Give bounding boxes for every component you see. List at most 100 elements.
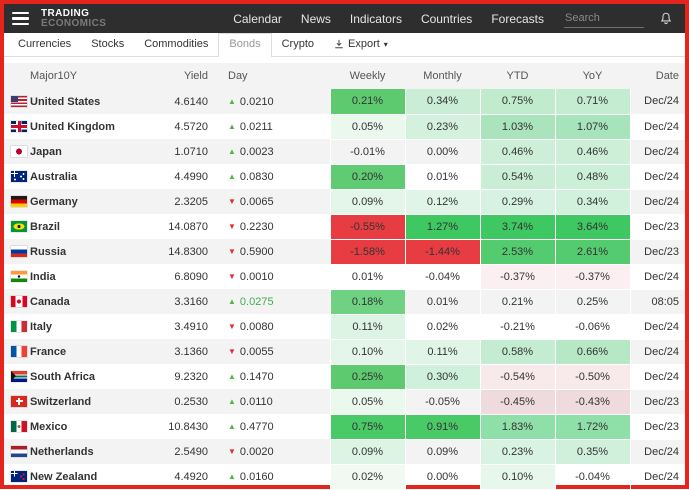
ytd-cell: 0.23% [479, 439, 555, 465]
country-link[interactable]: Netherlands [30, 439, 140, 464]
tab-stocks[interactable]: Stocks [91, 38, 125, 50]
weekly-cell: 0.05% [329, 114, 405, 140]
date-cell: Dec/24 [629, 439, 685, 465]
yoy-cell: -0.50% [554, 364, 630, 390]
yoy-cell: 0.66% [554, 339, 630, 365]
yoy-cell: 1.07% [554, 114, 630, 140]
markets-tabbar: Currencies Stocks Commodities Bonds Cryp… [4, 33, 685, 57]
yoy-cell: 0.71% [554, 89, 630, 115]
date-cell: Dec/23 [629, 414, 685, 440]
up-triangle-icon: ▲ [228, 422, 236, 431]
tab-commodities[interactable]: Commodities [144, 38, 209, 50]
yoy-cell: 2.61% [554, 239, 630, 265]
ytd-cell: 0.10% [479, 464, 555, 490]
yoy-cell: 0.46% [554, 139, 630, 165]
day-value: 0.5900 [239, 245, 274, 258]
tab-currencies[interactable]: Currencies [18, 38, 72, 50]
column-header-flag [4, 63, 30, 89]
day-value: 0.0275 [239, 295, 274, 308]
notifications-bell-icon[interactable] [659, 11, 673, 26]
column-header-monthly[interactable]: Monthly [405, 63, 480, 89]
ytd-cell: 0.75% [479, 89, 555, 115]
day-change: ▲ 0.0023 [226, 139, 330, 164]
country-link[interactable]: United Kingdom [30, 120, 115, 133]
flag-it-icon [11, 321, 27, 333]
day-change: ▼ 0.0065 [226, 189, 330, 214]
column-header-ytd[interactable]: YTD [480, 63, 555, 89]
date-cell: Dec/24 [629, 164, 685, 190]
search-input[interactable] [564, 9, 644, 28]
caret-down-icon: ▾ [383, 39, 388, 49]
column-header-day[interactable]: Day [226, 63, 330, 89]
flag-cell [4, 139, 30, 164]
date-cell: Dec/23 [629, 389, 685, 415]
ytd-cell: 0.46% [479, 139, 555, 165]
weekly-cell: -0.01% [329, 139, 405, 165]
logo-line1: TRADING [41, 8, 90, 19]
day-change: ▼ 0.2230 [226, 214, 330, 239]
yield-value: 2.5490 [140, 439, 226, 464]
yield-value: 4.4920 [174, 470, 208, 483]
column-header-weekly[interactable]: Weekly [330, 63, 405, 89]
day-value: 0.0211 [239, 120, 273, 133]
country-link[interactable]: South Africa [30, 370, 95, 383]
column-header-yield[interactable]: Yield [140, 63, 226, 89]
flag-jp-icon [11, 146, 27, 158]
yoy-cell: 0.35% [554, 439, 630, 465]
flag-cell [4, 364, 30, 389]
column-header-date[interactable]: Date [630, 63, 685, 89]
monthly-cell: 0.01% [404, 289, 480, 315]
date-cell: Dec/24 [629, 364, 685, 390]
logo-line2: ECONOMICS [41, 17, 107, 29]
weekly-cell: -0.55% [329, 214, 405, 240]
column-header-yoy[interactable]: YoY [555, 63, 630, 89]
table-row: Australia 4.4990 ▲ 0.0830 0.20% 0.01% 0.54% 0.4… [4, 164, 685, 190]
day-value: 0.1470 [239, 370, 274, 383]
country-link[interactable]: Australia [30, 170, 78, 183]
flag-ch-icon [11, 396, 27, 408]
yoy-cell: -0.04% [554, 464, 630, 490]
down-triangle-icon: ▼ [228, 197, 236, 206]
flag-cell [4, 239, 30, 264]
ytd-cell: -0.45% [479, 389, 555, 415]
monthly-cell: 0.09% [404, 439, 480, 465]
weekly-cell: 0.01% [329, 264, 405, 290]
country-link[interactable]: Japan [30, 139, 140, 164]
main-nav: Calendar News Indicators Countries Forec… [233, 12, 544, 26]
nav-item-news[interactable]: News [300, 11, 331, 26]
country-link[interactable]: India [30, 270, 56, 283]
flag-cell [4, 214, 30, 239]
column-header-major10y[interactable]: Major10Y [30, 63, 140, 89]
monthly-cell: 0.01% [404, 164, 480, 190]
country-link[interactable]: Brazil [30, 220, 60, 233]
country-link[interactable]: Switzerland [30, 389, 140, 414]
down-triangle-icon: ▼ [228, 447, 236, 456]
country-link[interactable]: France [30, 339, 140, 364]
nav-item-countries[interactable]: Countries [420, 11, 473, 26]
ytd-cell: 0.58% [479, 339, 555, 365]
nav-item-forecasts[interactable]: Forecasts [491, 11, 544, 26]
yield-value: 14.8300 [140, 239, 226, 264]
logo[interactable]: TRADING ECONOMICS [41, 9, 106, 28]
yield-value: 3.4910 [174, 320, 208, 333]
nav-item-calendar[interactable]: Calendar [233, 11, 282, 26]
hamburger-menu-icon[interactable] [12, 11, 29, 26]
day-change: ▲ 0.0160 [226, 464, 330, 489]
table-row: India 6.8090 ▼ 0.0010 0.01% -0.04% -0.37% -0.37… [4, 264, 685, 290]
tab-crypto[interactable]: Crypto [281, 38, 314, 50]
nav-item-indicators[interactable]: Indicators [349, 11, 402, 26]
day-value: 0.0080 [239, 320, 274, 333]
country-link[interactable]: Canada [30, 289, 140, 314]
export-button[interactable]: Export ▾ [324, 34, 398, 56]
country-link[interactable]: New Zealand [30, 470, 98, 483]
country-link[interactable]: Italy [30, 320, 53, 333]
flag-cell [4, 164, 30, 189]
day-change: ▼ 0.0020 [226, 439, 330, 464]
country-link[interactable]: Mexico [30, 420, 68, 433]
country-link[interactable]: United States [30, 89, 140, 114]
country-link[interactable]: Russia [30, 239, 140, 264]
flag-us-icon [11, 96, 27, 108]
flag-cell [4, 189, 30, 214]
country-link[interactable]: Germany [30, 189, 140, 214]
tab-bonds[interactable]: Bonds [218, 33, 272, 57]
